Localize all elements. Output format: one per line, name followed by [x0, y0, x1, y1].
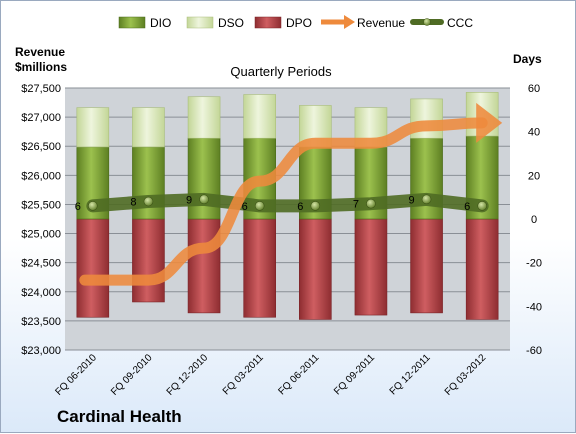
revenue-series	[79, 102, 503, 286]
legend-swatch-dpo	[254, 16, 282, 29]
x-tick-label: FQ 12-2010	[165, 352, 211, 398]
legend-label-ccc: CCC	[447, 16, 473, 30]
x-tick-label: FQ 06-2011	[276, 352, 321, 397]
legend-label-dso: DSO	[218, 16, 244, 30]
y-left-axis-title-line1: Revenue	[15, 45, 65, 59]
y-right-tick-label: 60	[528, 83, 540, 95]
ccc-data-label: 9	[186, 194, 192, 206]
legend-swatch-dio	[118, 16, 146, 29]
ccc-data-label: 6	[297, 201, 303, 213]
y-right-axis-title: Days	[513, 52, 542, 66]
y-right-tick-labels: -60 -40 -20 0 20 40 60	[526, 83, 542, 357]
y-left-axis-title-line2: $millions	[15, 60, 67, 74]
y-left-tick-label: $23,500	[21, 316, 61, 328]
y-right-tick-label: 0	[531, 214, 537, 226]
revenue-arrowhead	[476, 102, 503, 143]
y-right-tick-label: 20	[528, 170, 540, 182]
ccc-data-label: 8	[130, 197, 136, 209]
y-left-tick-label: $27,000	[21, 112, 61, 124]
ccc-data-label: 9	[409, 194, 415, 206]
legend-label-dio: DIO	[150, 16, 171, 30]
bar-dpo	[243, 218, 276, 318]
y-left-tick-label: $23,000	[21, 345, 61, 357]
ccc-data-label: 6	[464, 201, 470, 213]
company-name: Cardinal Health	[57, 407, 182, 426]
bar-dso	[76, 107, 110, 148]
ccc-marker	[143, 196, 154, 207]
bar-dso	[132, 107, 165, 148]
legend-label-dpo: DPO	[286, 16, 312, 30]
y-right-tick-label: -40	[526, 301, 542, 313]
x-tick-label: FQ 06-2010	[53, 352, 99, 398]
y-right-tick-label: 40	[528, 127, 540, 139]
legend-swatch-dso	[186, 16, 214, 29]
bar-dpo	[354, 218, 388, 316]
ccc-data-label: 6	[242, 201, 248, 213]
x-tick-labels: FQ 06-2010 FQ 09-2010 FQ 12-2010 FQ 03-2011…	[53, 352, 488, 398]
ccc-marker	[254, 201, 265, 211]
bar-dpo	[465, 218, 499, 320]
bar-dso	[243, 94, 276, 139]
y-left-tick-label: $25,500	[21, 199, 61, 211]
y-left-tick-label: $26,500	[21, 141, 61, 153]
bar-dpo	[299, 218, 332, 320]
y-left-tick-labels: $23,000 $23,500 $24,000 $24,500 $25,000 $25,5…	[21, 83, 61, 357]
ccc-marker	[477, 201, 487, 211]
bar-dpo	[187, 218, 221, 314]
x-tick-label: FQ 12-2011	[388, 352, 433, 397]
x-tick-label: FQ 09-2010	[109, 352, 155, 398]
y-left-tick-label: $24,000	[21, 287, 61, 299]
ccc-marker	[366, 198, 376, 209]
x-tick-label: FQ 03-2012	[443, 352, 489, 398]
ccc-line	[86, 192, 489, 213]
legend-marker-ccc	[423, 18, 431, 26]
x-tick-label: FQ 09-2011	[332, 352, 377, 397]
bar-dso	[187, 96, 221, 139]
ccc-marker	[310, 201, 321, 211]
legend-arrowhead-revenue	[344, 15, 355, 29]
bar-dpo	[132, 218, 165, 303]
y-right-tick-label: -60	[526, 345, 542, 357]
bar-dpo	[410, 218, 443, 314]
ccc-data-label: 7	[353, 199, 359, 211]
x-tick-label: FQ 03-2011	[221, 352, 266, 397]
chart-title: Quarterly Periods	[230, 64, 332, 79]
y-left-tick-label: $25,000	[21, 229, 61, 241]
ccc-marker	[88, 201, 98, 211]
ccc-marker	[421, 194, 432, 205]
y-left-tick-label: $24,500	[21, 258, 61, 270]
legend: DIO DSO DPO Revenue CCC	[118, 15, 473, 30]
legend-label-revenue: Revenue	[357, 16, 405, 30]
bar-dpo	[76, 218, 110, 318]
revenue-line	[79, 117, 488, 286]
y-left-tick-label: $27,500	[21, 83, 61, 95]
ccc-series: 6 8 9 6 6 7 9 6	[75, 192, 489, 213]
y-right-tick-label: -20	[526, 258, 542, 270]
y-left-tick-label: $26,000	[21, 170, 61, 182]
ccc-data-label: 6	[75, 201, 81, 213]
ccc-marker	[199, 194, 209, 205]
